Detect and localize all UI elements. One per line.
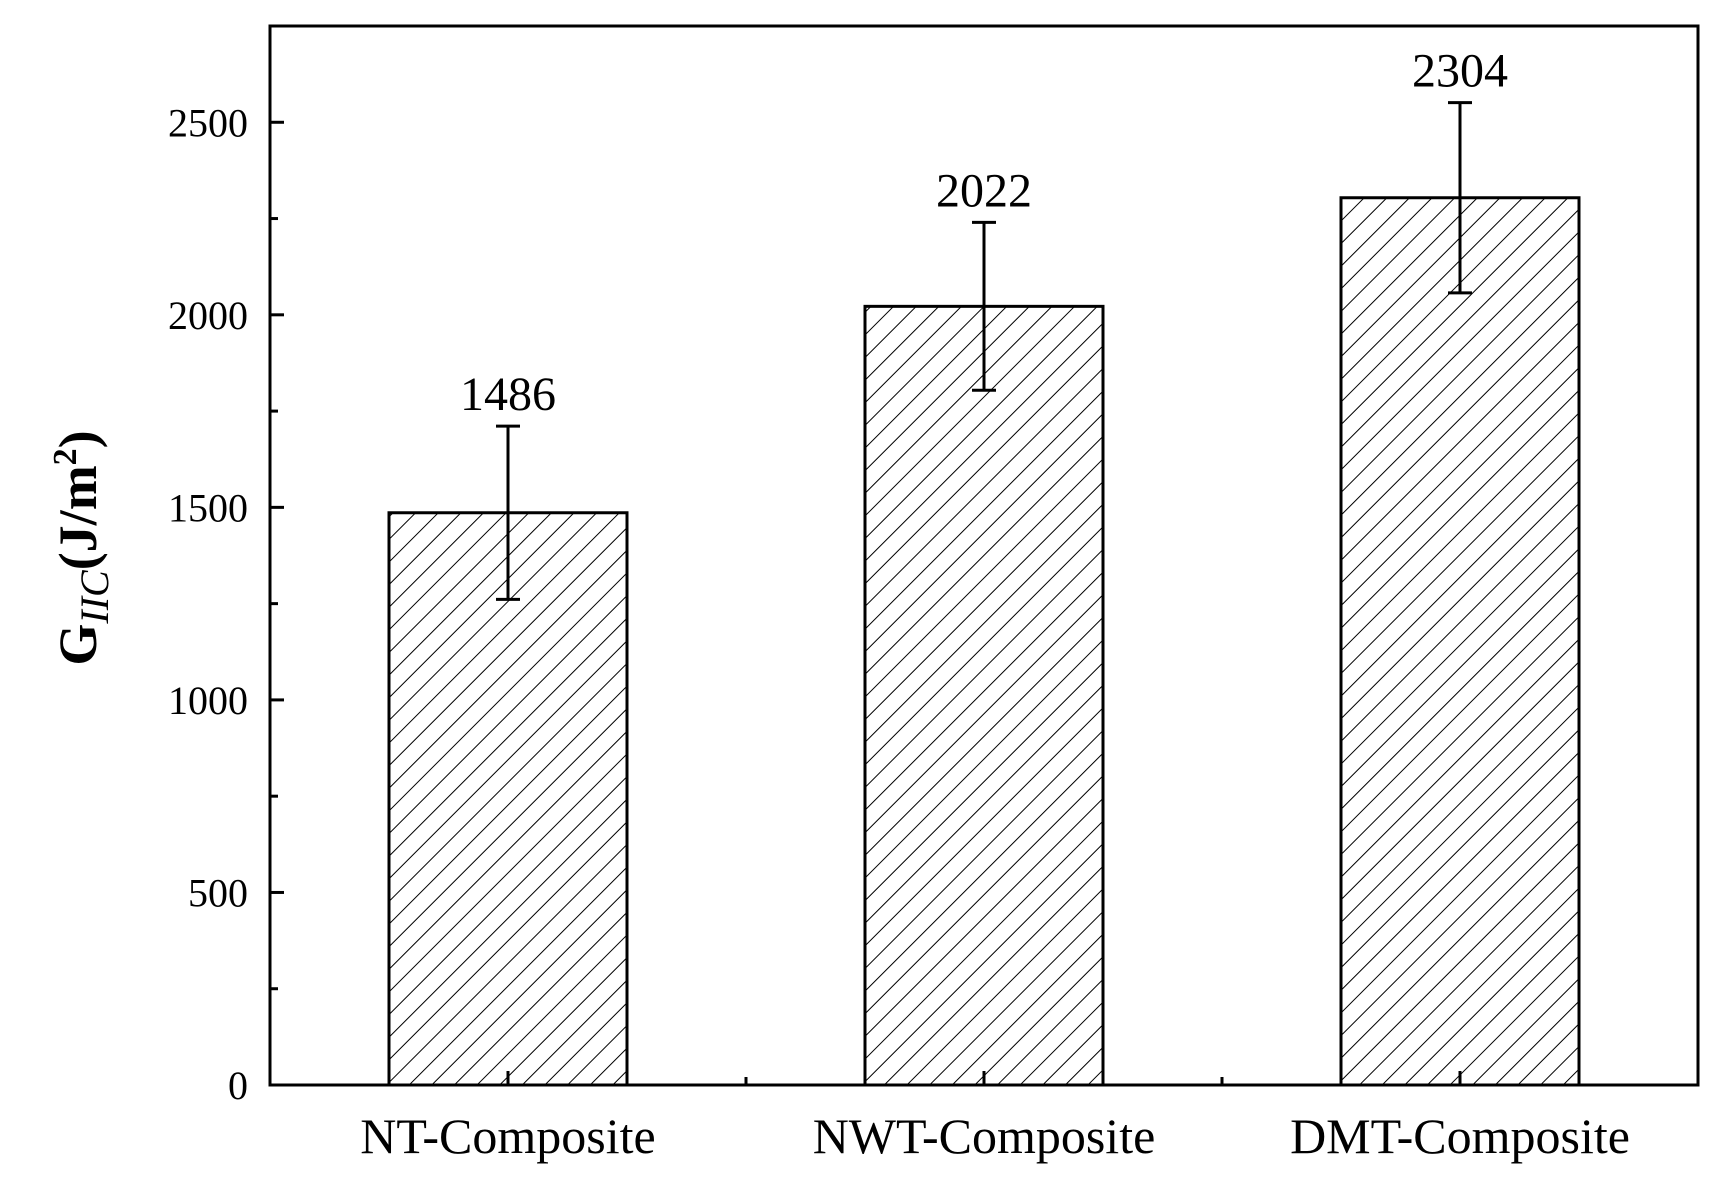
y-tick-label: 1000 (168, 678, 248, 723)
y-tick-label: 500 (188, 870, 248, 915)
bar (1339, 196, 1581, 1087)
plot-area: 0 500 1000 1500 2000 2500 1486 NT-Composite 2022… (168, 24, 1700, 1164)
x-tick-label: NWT-Composite (813, 1108, 1156, 1164)
data-label: 2022 (936, 164, 1032, 217)
x-tick-label: NT-Composite (360, 1108, 655, 1164)
x-tick-label: DMT-Composite (1290, 1108, 1630, 1164)
data-label: 1486 (460, 368, 556, 421)
y-axis-label: GIIC(J/m2) (47, 430, 117, 665)
bar (863, 304, 1105, 1087)
y-tick-label: 2500 (168, 100, 248, 145)
bar (387, 511, 629, 1087)
y-tick-label: 2000 (168, 293, 248, 338)
y-tick-label: 0 (228, 1063, 248, 1108)
data-label: 2304 (1412, 45, 1508, 98)
y-tick-label: 1500 (168, 485, 248, 530)
